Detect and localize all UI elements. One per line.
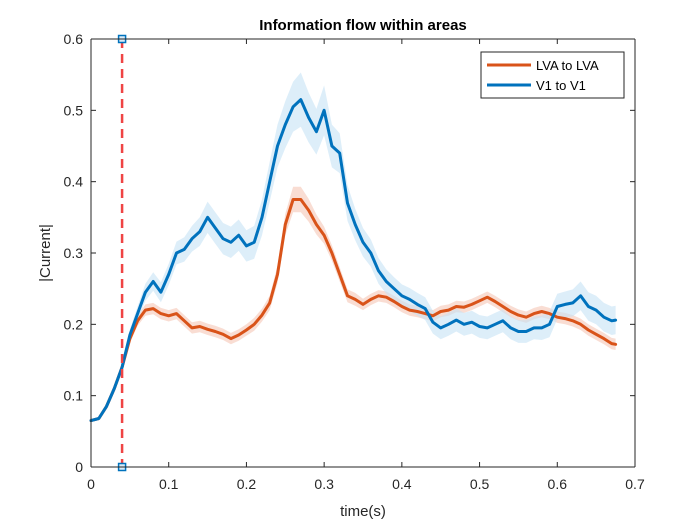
y-tick-label: 0	[75, 459, 83, 475]
y-tick-label: 0.6	[64, 31, 84, 47]
x-tick-label: 0.1	[159, 476, 179, 492]
y-tick-label: 0.4	[64, 174, 84, 190]
x-tick-label: 0.2	[237, 476, 257, 492]
y-tick-label: 0.3	[64, 245, 84, 261]
legend-label-lva-to-lva: LVA to LVA	[536, 58, 599, 73]
y-tick-label: 0.2	[64, 316, 84, 332]
legend-box	[480, 51, 625, 99]
confidence-bands	[91, 72, 616, 423]
x-tick-label: 0.7	[625, 476, 645, 492]
x-tick-label: 0.4	[392, 476, 412, 492]
legend-label-v1-to-v1: V1 to V1	[536, 78, 586, 93]
band-v1-to-v1	[91, 72, 616, 423]
x-axis-title: time(s)	[340, 503, 386, 520]
ticks: 0 0.1 0.2 0.3 0.4 0.5 0.6 0.7 0 0.1 0.2 0.3 0.4 0.5 0.…	[64, 31, 645, 492]
band-lva-to-lva	[91, 186, 616, 423]
legend: LVA to LVA V1 to V1	[480, 51, 625, 99]
x-tick-label: 0	[87, 476, 95, 492]
y-axis-title: |Current|	[37, 224, 54, 282]
y-tick-label: 0.1	[64, 388, 84, 404]
y-tick-label: 0.5	[64, 102, 84, 118]
chart-title: Information flow within areas	[259, 17, 467, 34]
series-lines	[89, 98, 618, 423]
series-line-lva-to-lva	[89, 198, 618, 423]
x-tick-label: 0.6	[548, 476, 568, 492]
x-tick-label: 0.5	[470, 476, 490, 492]
series-line-v1-to-v1	[89, 98, 618, 423]
x-tick-label: 0.3	[314, 476, 334, 492]
